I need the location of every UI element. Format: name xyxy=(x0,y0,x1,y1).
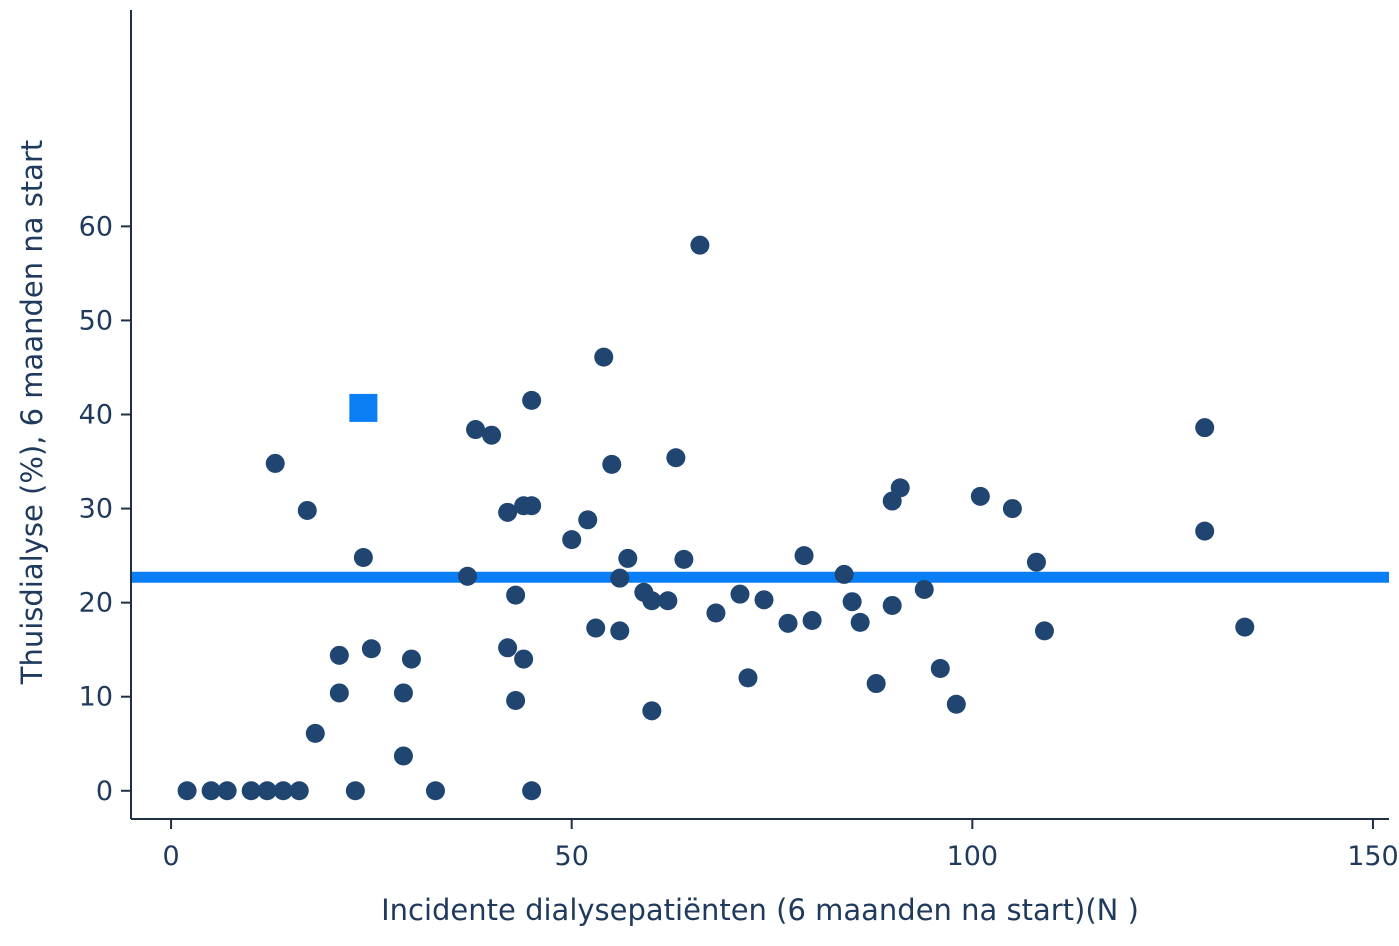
axes xyxy=(130,10,1389,820)
data-point xyxy=(674,549,694,569)
x-tick-label: 100 xyxy=(947,841,999,872)
plot-area xyxy=(131,235,1389,801)
data-point xyxy=(842,592,862,612)
data-point xyxy=(217,781,237,801)
data-point xyxy=(914,579,934,599)
data-point xyxy=(562,530,582,550)
data-point xyxy=(690,235,710,255)
data-point xyxy=(241,781,261,801)
data-point xyxy=(305,723,325,743)
data-point xyxy=(1034,621,1054,641)
data-point xyxy=(458,566,478,586)
y-tick-label: 20 xyxy=(79,588,113,619)
y-tick-label: 40 xyxy=(79,400,113,431)
data-point xyxy=(666,448,686,468)
data-point xyxy=(466,420,486,440)
data-point xyxy=(730,584,750,604)
data-point xyxy=(329,683,349,703)
data-point xyxy=(265,453,285,473)
data-point xyxy=(506,585,526,605)
data-point xyxy=(610,568,630,588)
data-point xyxy=(706,603,726,623)
data-point xyxy=(778,613,798,633)
data-point xyxy=(642,701,662,721)
x-tick-label: 150 xyxy=(1347,841,1399,872)
y-tick-label: 50 xyxy=(79,305,113,336)
y-tick-label: 60 xyxy=(79,211,113,242)
data-point xyxy=(658,591,678,611)
x-tick-label: 50 xyxy=(555,841,589,872)
data-point xyxy=(522,781,542,801)
data-point xyxy=(522,496,542,516)
y-tick-label: 10 xyxy=(79,682,113,713)
data-point xyxy=(393,683,413,703)
data-point xyxy=(578,510,598,530)
data-point xyxy=(514,649,534,669)
data-point xyxy=(1235,617,1255,637)
y-axis-label: Thuisdialyse (%), 6 maanden na start xyxy=(15,140,49,686)
data-point xyxy=(802,611,822,631)
data-point xyxy=(930,658,950,678)
data-point xyxy=(850,612,870,632)
data-point xyxy=(393,746,413,766)
data-point xyxy=(1026,552,1046,572)
data-point xyxy=(329,645,349,665)
data-point xyxy=(794,546,814,566)
data-point xyxy=(401,649,421,669)
data-point xyxy=(498,638,518,658)
data-point xyxy=(610,621,630,641)
x-tick-label: 0 xyxy=(162,841,179,872)
y-tick-label: 0 xyxy=(96,776,113,807)
data-point xyxy=(866,674,886,694)
data-point xyxy=(345,781,365,801)
data-point xyxy=(618,548,638,568)
data-point xyxy=(506,690,526,710)
data-point xyxy=(201,781,221,801)
ticks: 0 10 20 30 40 50 60 0 50 100 150 xyxy=(79,211,1399,872)
data-point xyxy=(1195,521,1215,541)
data-point xyxy=(594,347,614,367)
data-point xyxy=(177,781,197,801)
data-point xyxy=(482,425,502,445)
data-point xyxy=(738,668,758,688)
data-point xyxy=(602,454,622,474)
data-point xyxy=(642,591,662,611)
data-point xyxy=(754,590,774,610)
y-tick-label: 30 xyxy=(79,494,113,525)
data-point xyxy=(834,564,854,584)
data-point xyxy=(425,781,445,801)
data-point xyxy=(946,694,966,714)
data-point xyxy=(1002,499,1022,519)
data-point xyxy=(1195,418,1215,438)
data-point xyxy=(586,618,606,638)
data-point xyxy=(890,478,910,498)
data-point xyxy=(970,486,990,506)
data-point xyxy=(297,500,317,520)
data-point xyxy=(353,547,373,567)
highlight-point xyxy=(349,393,378,422)
data-point xyxy=(882,595,902,615)
data-point xyxy=(361,639,381,659)
data-point xyxy=(498,502,518,522)
data-point xyxy=(257,781,277,801)
data-point xyxy=(289,781,309,801)
data-point xyxy=(273,781,293,801)
data-point xyxy=(522,390,542,410)
x-axis-label: Incidente dialysepatiënten (6 maanden na… xyxy=(381,893,1139,927)
